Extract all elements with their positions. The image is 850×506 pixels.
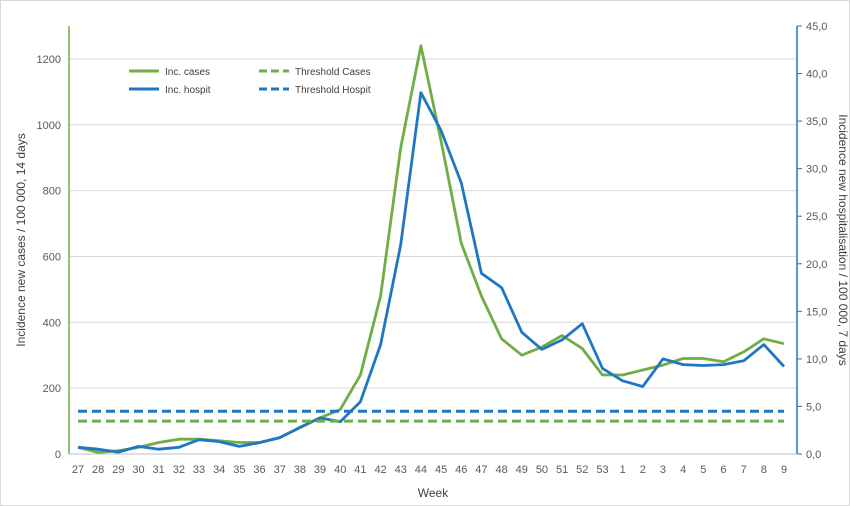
right-y-tick-label: 25,0 [806, 211, 827, 223]
x-tick-label: 9 [781, 464, 787, 476]
x-tick-label: 43 [395, 464, 407, 476]
x-tick-label: 3 [660, 464, 666, 476]
left-y-tick-label: 1200 [37, 54, 61, 66]
x-tick-label: 37 [274, 464, 286, 476]
legend: Inc. cases Threshold Cases Inc. hospit Thre… [129, 67, 371, 96]
x-tick-label: 44 [415, 464, 427, 476]
right-y-tick-label: 20,0 [806, 259, 827, 271]
x-tick-label: 6 [720, 464, 726, 476]
x-tick-label: 48 [495, 464, 507, 476]
x-tick-label: 42 [374, 464, 386, 476]
x-tick-label: 30 [132, 464, 144, 476]
x-tick-label: 49 [516, 464, 528, 476]
series-lines [77, 44, 786, 454]
legend-label: Inc. hospit [165, 85, 211, 96]
x-tick-label: 51 [556, 464, 568, 476]
right-y-tick-label: 15,0 [806, 306, 827, 318]
series-line-1 [77, 91, 786, 454]
x-tick-label: 7 [741, 464, 747, 476]
right-y-axis-title: Incidence new hospitalisation / 100 000,… [836, 114, 849, 366]
x-tick-label: 5 [700, 464, 706, 476]
right-y-tick-label: 45,0 [806, 21, 827, 33]
x-tick-label: 1 [620, 464, 626, 476]
x-axis-title: Week [418, 486, 449, 500]
right-y-tick-label: 35,0 [806, 116, 827, 128]
gridlines [69, 58, 797, 389]
x-tick-label: 46 [455, 464, 467, 476]
legend-label: Threshold Hospit [295, 85, 371, 96]
legend-label: Inc. cases [165, 67, 210, 78]
x-tick-label: 31 [153, 464, 165, 476]
left-y-tick-label: 800 [43, 186, 61, 198]
x-tick-label: 2 [640, 464, 646, 476]
x-tick-label: 41 [354, 464, 366, 476]
x-tick-label: 38 [294, 464, 306, 476]
x-tick-label: 40 [334, 464, 346, 476]
left-y-tick-label: 200 [43, 383, 61, 395]
left-y-axis-title: Incidence new cases / 100 000, 14 days [14, 133, 28, 346]
x-tick-label: 53 [596, 464, 608, 476]
x-tick-label: 28 [92, 464, 104, 476]
x-tick-label: 50 [536, 464, 548, 476]
x-tick-label: 45 [435, 464, 447, 476]
left-y-tick-label: 600 [43, 251, 61, 263]
x-tick-label: 39 [314, 464, 326, 476]
left-y-tick-label: 0 [55, 449, 61, 461]
x-tick-label: 8 [761, 464, 767, 476]
x-tick-label: 34 [213, 464, 225, 476]
x-tick-label: 52 [576, 464, 588, 476]
x-tick-label: 36 [253, 464, 265, 476]
x-tick-label: 29 [112, 464, 124, 476]
legend-label: Threshold Cases [295, 67, 371, 78]
series-line-0 [77, 44, 785, 454]
left-y-tick-label: 400 [43, 317, 61, 329]
axes: 0 200 400 600 800 1000 1200 0,0 5,0 10,0 15,0 20,0 2… [37, 21, 828, 476]
right-y-tick-label: 40,0 [806, 69, 827, 81]
right-y-tick-label: 10,0 [806, 354, 827, 366]
right-y-tick-label: 30,0 [806, 164, 827, 176]
x-tick-label: 47 [475, 464, 487, 476]
x-tick-label: 33 [193, 464, 205, 476]
x-tick-label: 32 [173, 464, 185, 476]
x-tick-label: 4 [680, 464, 686, 476]
left-y-tick-label: 1000 [37, 120, 61, 132]
x-tick-label: 35 [233, 464, 245, 476]
x-tick-label: 27 [72, 464, 84, 476]
right-y-tick-label: 0,0 [806, 449, 821, 461]
right-y-tick-label: 5,0 [806, 401, 821, 413]
